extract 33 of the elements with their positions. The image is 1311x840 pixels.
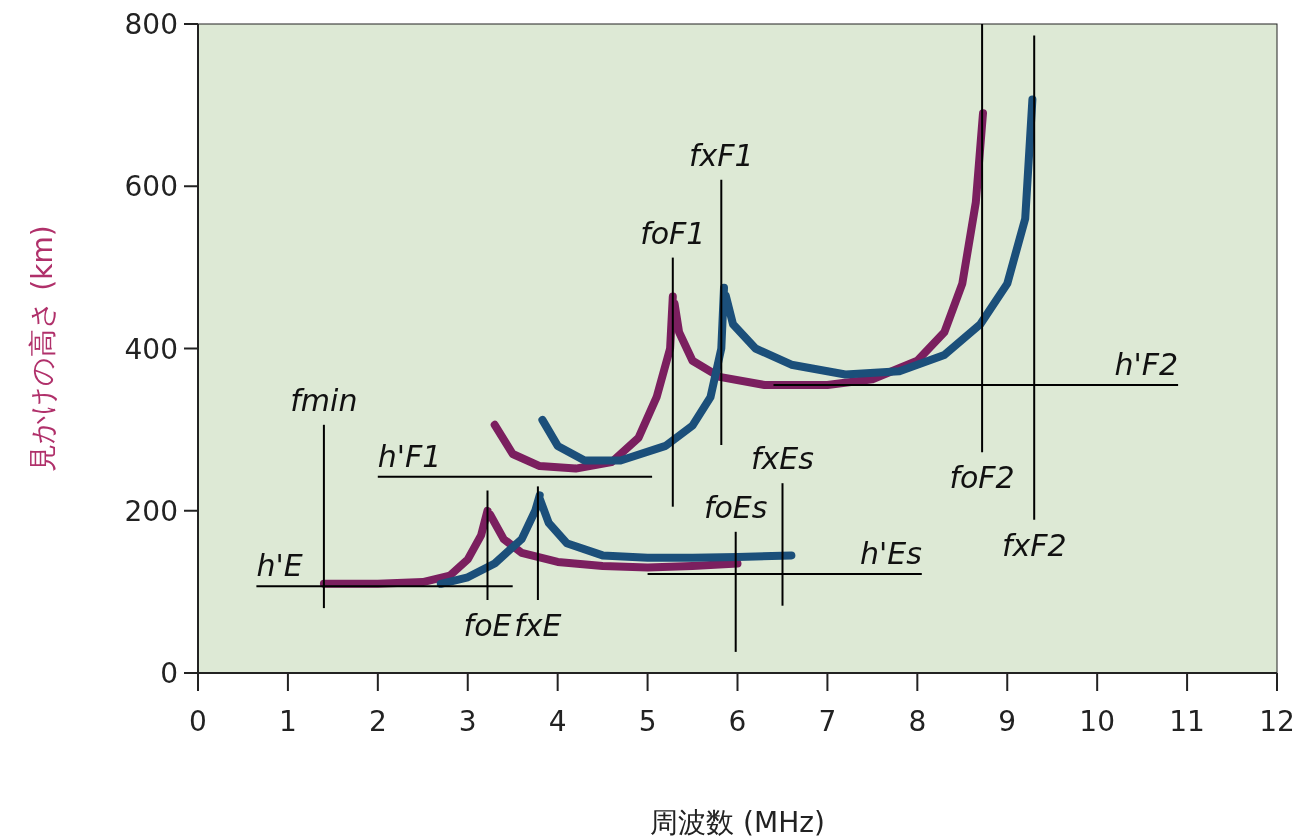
y-axis-title: 見かけの高さ (km) xyxy=(26,225,59,472)
x-tick-label: 2 xyxy=(368,705,387,738)
x-tick-label: 6 xyxy=(728,705,747,738)
x-tick-label: 1 xyxy=(279,705,297,738)
x-tick-label: 10 xyxy=(1079,705,1115,738)
x-tick-label: 7 xyxy=(818,705,837,738)
annotation: foE xyxy=(463,607,512,643)
annotation: foEs xyxy=(703,489,768,525)
annotation: fxEs xyxy=(751,441,814,477)
annotation: fxF2 xyxy=(1001,527,1067,563)
y-tick-label: 400 xyxy=(124,332,178,366)
x-tick-label: 12 xyxy=(1259,705,1295,738)
annotation: fxF1 xyxy=(688,137,754,173)
annotation: fmin xyxy=(290,382,358,418)
annotation: h'E xyxy=(256,548,303,584)
x-tick-label: 9 xyxy=(998,705,1017,738)
y-tick-label: 600 xyxy=(124,170,178,204)
annotation: fxE xyxy=(514,607,562,643)
annotation: foF2 xyxy=(949,460,1015,496)
y-tick-label: 800 xyxy=(124,8,178,41)
annotation: h'Es xyxy=(859,536,922,572)
x-tick-label: 0 xyxy=(189,705,207,738)
x-tick-label: 8 xyxy=(908,705,927,738)
y-tick-label: 200 xyxy=(124,494,178,528)
x-tick-label: 4 xyxy=(548,705,567,738)
x-tick-label: 5 xyxy=(638,705,657,738)
y-tick-label: 0 xyxy=(160,657,178,690)
x-tick-label: 11 xyxy=(1169,705,1205,738)
annotation: h'F1 xyxy=(377,438,442,474)
annotation: h'F2 xyxy=(1114,347,1179,383)
x-tick-label: 3 xyxy=(458,705,477,738)
x-axis-title: 周波数 (MHz) xyxy=(650,806,825,839)
annotation: foF1 xyxy=(640,215,706,251)
